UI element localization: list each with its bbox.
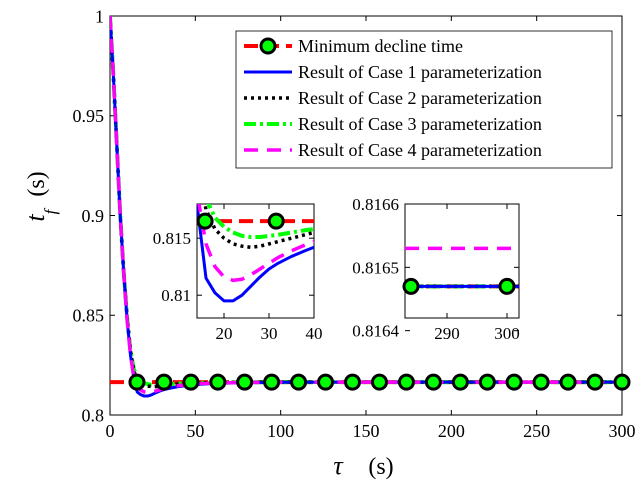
- legend-label: Result of Case 2 parameterization: [298, 88, 542, 108]
- svg-text:(s): (s): [368, 454, 393, 480]
- main-marker: [478, 373, 496, 391]
- inset-left-x-tick-label: 30: [261, 324, 278, 343]
- inset-left-series-line-case-1: [197, 204, 314, 303]
- inset-left-series-group: [197, 204, 314, 303]
- inset-left-marker: [197, 212, 214, 230]
- inset-left-y-tick-label: 0.815: [153, 229, 191, 248]
- main-marker: [559, 373, 577, 391]
- inset-right-y-tick-label: 0.8165: [352, 258, 399, 277]
- main-marker: [344, 373, 362, 391]
- inset-right-marker: [498, 277, 516, 295]
- main-marker: [613, 373, 631, 391]
- main-marker: [397, 373, 415, 391]
- inset-right-x-tick-label: 290: [434, 324, 460, 343]
- legend-marker: [259, 37, 277, 55]
- main-x-tick-label: 250: [523, 421, 550, 441]
- inset-left-marker: [267, 212, 285, 230]
- main-y-tick-label: 1: [95, 6, 104, 26]
- inset-left-x-tick-label: 40: [306, 324, 323, 343]
- main-y-tick-label: 0.9: [82, 206, 105, 226]
- main-y-tick-label: 0.95: [73, 106, 105, 126]
- main-marker: [424, 373, 442, 391]
- svg-text:τ: τ: [333, 451, 344, 480]
- main-axis-ticks: 0 50 100 150 200 250 300 0.8 0.85 0.9 0.95 1: [73, 6, 636, 441]
- inset-right-plot-area: [404, 203, 520, 319]
- legend-item: Result of Case 3 parameterization: [244, 114, 542, 134]
- main-series-group: [110, 16, 631, 398]
- legend-item: Minimum decline time: [244, 36, 463, 56]
- main-x-tick-label: 0: [106, 421, 115, 441]
- main-marker: [263, 373, 281, 391]
- main-marker: [586, 373, 604, 391]
- inset-left-x-tick-label: 20: [216, 324, 233, 343]
- inset-left-series-line-case-3: [206, 204, 314, 240]
- inset-right-axis-ticks: 290 300 0.8164 0.8165 0.8166: [352, 195, 520, 343]
- x-axis-label: τ (s): [333, 451, 393, 480]
- inset-right-y-tick-label: 0.8166: [352, 195, 399, 214]
- main-marker: [155, 373, 173, 391]
- main-series-line-case-4: [110, 16, 622, 395]
- main-y-tick-label: 0.8: [82, 405, 105, 425]
- inset-left-y-tick-label: 0.81: [161, 286, 191, 305]
- main-x-tick-label: 200: [438, 421, 465, 441]
- main-marker: [236, 373, 254, 391]
- main-marker: [317, 373, 335, 391]
- inset-left-series-line-case-4: [197, 204, 314, 283]
- legend-box: [235, 30, 613, 169]
- main-marker: [505, 373, 523, 391]
- legend-label: Result of Case 1 parameterization: [298, 62, 542, 82]
- legend-item: Result of Case 1 parameterization: [244, 62, 542, 82]
- main-x-tick-label: 300: [609, 421, 636, 441]
- legend-label: Result of Case 3 parameterization: [298, 114, 542, 134]
- main-marker: [532, 373, 550, 391]
- inset-right-y-tick-label: 0.8164: [352, 322, 399, 341]
- legend-item: Result of Case 4 parameterization: [244, 140, 542, 160]
- legend-item: Result of Case 2 parameterization: [244, 88, 542, 108]
- inset-left-plot-area: [196, 203, 315, 319]
- y-axis-label: t f (s): [21, 171, 60, 221]
- inset-right-series-group: [402, 246, 519, 295]
- main-x-tick-label: 150: [353, 421, 380, 441]
- inset-right-x-tick-label: 300: [494, 324, 520, 343]
- main-marker: [451, 373, 469, 391]
- main-x-tick-label: 100: [267, 421, 294, 441]
- main-y-tick-label: 0.85: [73, 306, 105, 326]
- main-x-tick-label: 50: [186, 421, 204, 441]
- svg-text:t: t: [21, 214, 50, 222]
- inset-right-marker: [402, 277, 420, 295]
- legend: Minimum decline time Result of Case 1 par…: [235, 30, 613, 169]
- main-marker: [128, 373, 146, 391]
- main-marker: [290, 373, 308, 391]
- svg-text:f: f: [41, 207, 60, 214]
- inset-left-axis-ticks: 20 30 40 0.81 0.815: [153, 204, 323, 343]
- main-marker: [209, 373, 227, 391]
- main-marker: [370, 373, 388, 391]
- legend-label: Result of Case 4 parameterization: [298, 140, 542, 160]
- svg-text:(s): (s): [24, 171, 50, 196]
- main-marker: [182, 373, 200, 391]
- legend-label: Minimum decline time: [298, 36, 463, 56]
